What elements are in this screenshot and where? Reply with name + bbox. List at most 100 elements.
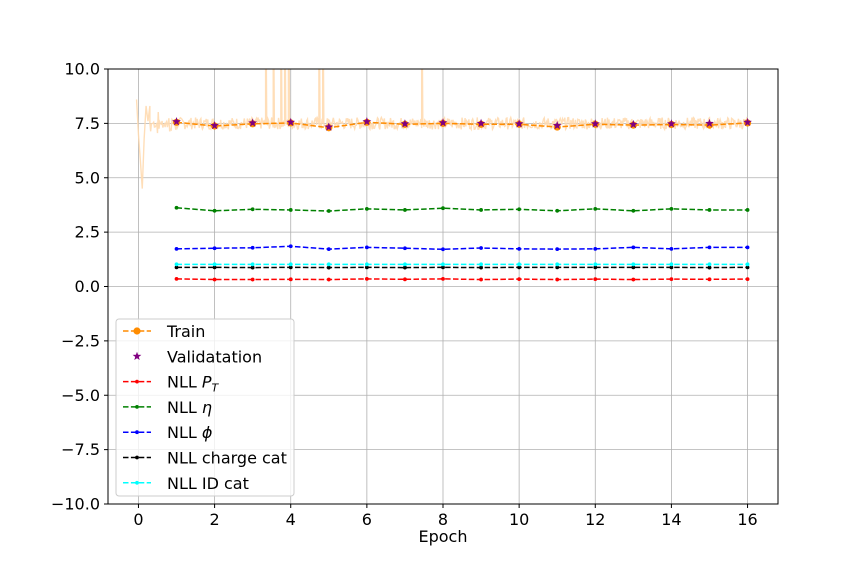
- data-point: [327, 266, 331, 270]
- data-point: [175, 247, 179, 251]
- data-point: [441, 247, 445, 251]
- y-tick-label: 5.0: [75, 168, 100, 187]
- data-point: [479, 208, 483, 212]
- x-tick-label: 14: [661, 510, 681, 529]
- legend-label: NLL η: [167, 398, 212, 417]
- data-point: [289, 262, 293, 266]
- data-point: [289, 277, 293, 281]
- data-point: [327, 209, 331, 213]
- data-point: [746, 277, 750, 281]
- y-tick-label: 7.5: [75, 114, 100, 133]
- data-point: [708, 208, 712, 212]
- data-point: [555, 262, 559, 266]
- data-point: [517, 277, 521, 281]
- data-point: [365, 262, 369, 266]
- data-point: [441, 262, 445, 266]
- legend-marker: [133, 327, 140, 334]
- data-point: [403, 266, 407, 270]
- x-axis-label: Epoch: [419, 527, 468, 546]
- data-point: [593, 277, 597, 281]
- data-point: [403, 277, 407, 281]
- legend-marker: [135, 456, 139, 460]
- data-point: [555, 247, 559, 251]
- data-point: [479, 266, 483, 270]
- x-tick-label: 0: [133, 510, 143, 529]
- data-point: [441, 277, 445, 281]
- legend-label: NLL charge cat: [167, 449, 287, 468]
- y-tick-label: −2.5: [61, 331, 100, 350]
- legend-marker: [135, 405, 139, 409]
- data-point: [670, 277, 674, 281]
- x-tick-label: 12: [585, 510, 605, 529]
- data-point: [251, 278, 255, 282]
- data-point: [403, 262, 407, 266]
- legend-marker: [135, 481, 139, 485]
- data-point: [555, 209, 559, 213]
- data-point: [365, 245, 369, 249]
- data-point: [213, 246, 217, 250]
- data-point: [708, 277, 712, 281]
- data-point: [593, 262, 597, 266]
- y-tick-label: −5.0: [61, 386, 100, 405]
- data-point: [175, 262, 179, 266]
- data-point: [213, 278, 217, 282]
- legend-label: NLL ID cat: [167, 474, 249, 493]
- data-point: [517, 247, 521, 251]
- data-point: [327, 247, 331, 251]
- data-point: [670, 262, 674, 266]
- data-point: [327, 278, 331, 282]
- data-point: [251, 246, 255, 250]
- data-point: [631, 262, 635, 266]
- data-point: [670, 247, 674, 251]
- data-point: [517, 207, 521, 211]
- data-point: [289, 208, 293, 212]
- data-point: [746, 208, 750, 212]
- x-tick-label: 2: [209, 510, 219, 529]
- data-point: [213, 262, 217, 266]
- legend-marker: [135, 430, 139, 434]
- data-point: [479, 262, 483, 266]
- data-point: [708, 245, 712, 249]
- data-point: [708, 266, 712, 270]
- data-point: [403, 208, 407, 212]
- x-tick-label: 16: [737, 510, 757, 529]
- data-point: [289, 244, 293, 248]
- data-point: [555, 278, 559, 282]
- data-point: [631, 278, 635, 282]
- x-tick-label: 6: [362, 510, 372, 529]
- y-tick-label: 10.0: [64, 60, 100, 79]
- data-point: [175, 277, 179, 281]
- x-tick-label: 10: [509, 510, 529, 529]
- data-point: [251, 207, 255, 211]
- data-point: [175, 206, 179, 210]
- data-point: [479, 246, 483, 250]
- legend-label: Validatation: [167, 347, 262, 366]
- data-point: [365, 207, 369, 211]
- legend-label: Train: [166, 322, 205, 341]
- data-point: [327, 262, 331, 266]
- legend-marker: [135, 380, 139, 384]
- y-tick-label: 0.0: [75, 277, 100, 296]
- data-point: [251, 262, 255, 266]
- data-point: [251, 266, 255, 270]
- data-point: [631, 209, 635, 213]
- legend-label: NLL ϕ: [167, 423, 213, 442]
- data-point: [631, 245, 635, 249]
- data-point: [479, 278, 483, 282]
- data-point: [441, 206, 445, 210]
- data-point: [746, 245, 750, 249]
- data-point: [746, 262, 750, 266]
- y-tick-label: −10.0: [51, 495, 100, 514]
- data-point: [403, 246, 407, 250]
- y-tick-label: −7.5: [61, 440, 100, 459]
- data-point: [365, 277, 369, 281]
- data-point: [670, 207, 674, 211]
- y-tick-label: 2.5: [75, 223, 100, 242]
- data-point: [593, 207, 597, 211]
- data-point: [517, 262, 521, 266]
- data-point: [708, 262, 712, 266]
- x-tick-label: 4: [286, 510, 296, 529]
